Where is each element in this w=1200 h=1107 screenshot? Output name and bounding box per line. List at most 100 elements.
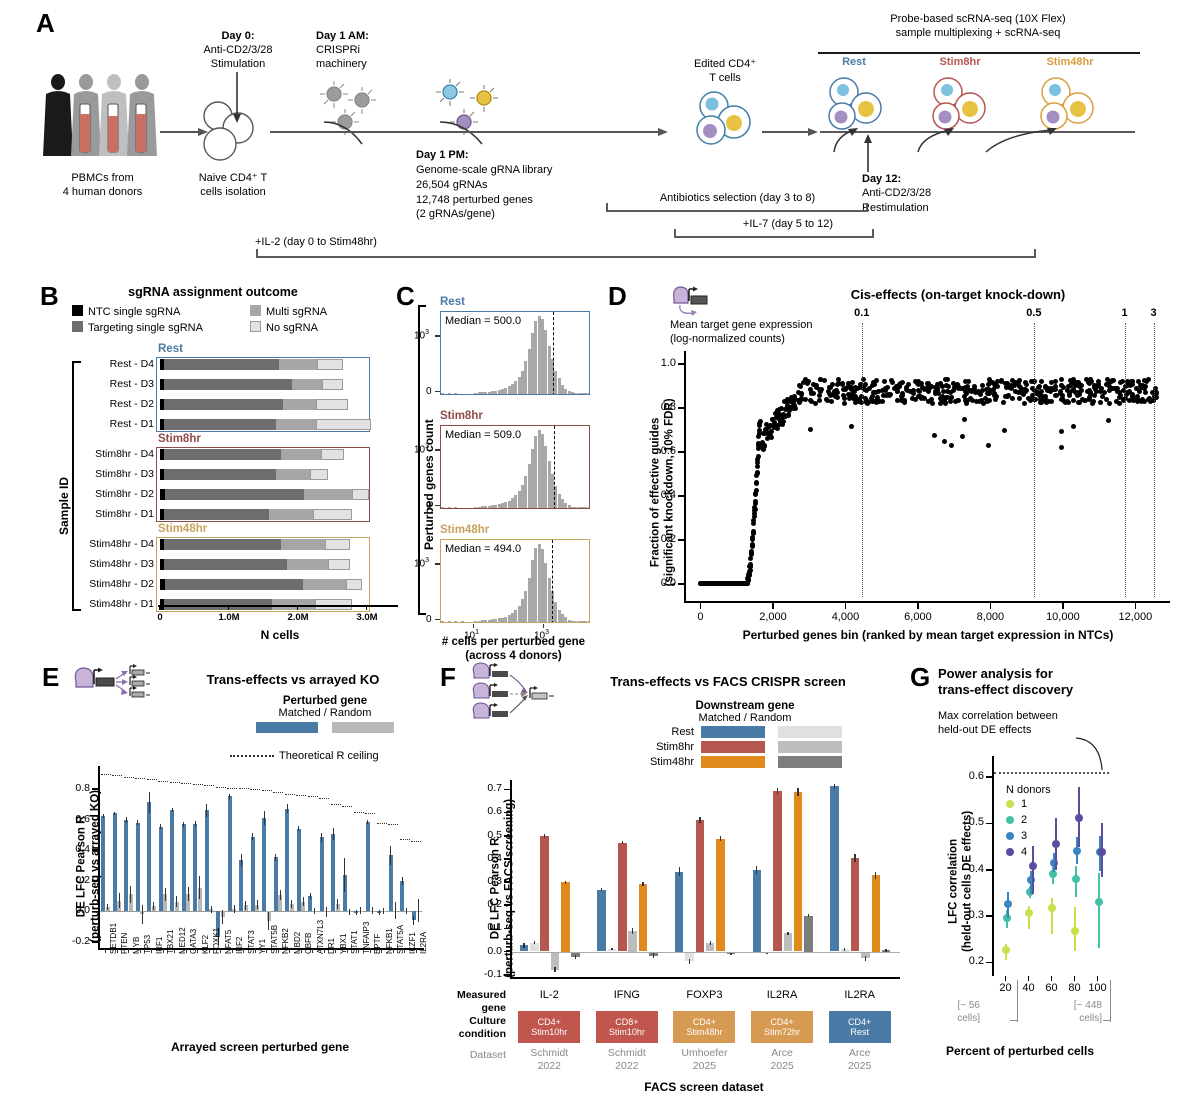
bar-segment-multi bbox=[291, 379, 323, 390]
data-point bbox=[817, 377, 823, 383]
median-line bbox=[553, 426, 555, 508]
hist-bar bbox=[447, 392, 451, 394]
data-point bbox=[768, 435, 774, 441]
data-point bbox=[839, 382, 845, 388]
data-point bbox=[1099, 386, 1105, 392]
data-point bbox=[1010, 395, 1016, 401]
error-bar bbox=[709, 941, 711, 945]
error-bar bbox=[1027, 905, 1030, 929]
data-point bbox=[963, 379, 969, 385]
hist-bar bbox=[487, 505, 491, 508]
data-point bbox=[762, 426, 768, 432]
data-point bbox=[987, 377, 993, 383]
data-point bbox=[1058, 383, 1064, 389]
panel-c-spine bbox=[418, 305, 420, 615]
gene-tick bbox=[277, 949, 279, 953]
bar-segment-targeting bbox=[164, 469, 276, 480]
legend-swatch-random bbox=[778, 756, 842, 768]
panel-b-letter: B bbox=[40, 281, 59, 311]
measured-gene-cell: FOXP3 bbox=[686, 989, 723, 1001]
data-point bbox=[967, 387, 973, 393]
data-point bbox=[1019, 388, 1025, 394]
hist-bar bbox=[504, 502, 508, 508]
ytick-label: 0.4 bbox=[487, 851, 502, 864]
bar-random bbox=[163, 894, 168, 912]
data-point bbox=[916, 388, 922, 394]
data-point bbox=[898, 380, 904, 386]
data-point bbox=[1012, 388, 1018, 394]
legend-label: 2 bbox=[1021, 814, 1028, 826]
bar-Stim8hr-random bbox=[628, 930, 637, 952]
data-point bbox=[872, 398, 878, 404]
data-point bbox=[1094, 389, 1100, 395]
data-point bbox=[1103, 382, 1109, 388]
il7-tick-left bbox=[674, 229, 676, 237]
ceiling-segment bbox=[192, 784, 203, 786]
data-point bbox=[959, 433, 965, 439]
panel-d-plot-area: 0.1 0.5 1 3 bbox=[686, 307, 1168, 597]
gene-tick bbox=[335, 949, 337, 953]
ytick-label: 0.6 bbox=[968, 769, 984, 782]
ceiling-segment bbox=[181, 783, 192, 785]
gene-tick bbox=[266, 949, 268, 953]
bar-matched bbox=[193, 823, 198, 912]
ceiling-segment bbox=[146, 779, 157, 781]
data-point bbox=[999, 378, 1005, 384]
hist-bar bbox=[544, 445, 548, 508]
data-point bbox=[1038, 378, 1044, 384]
dataset-cell: Arce 2025 bbox=[847, 1047, 872, 1072]
bar-segment-none bbox=[315, 399, 349, 410]
error-bar bbox=[164, 887, 166, 902]
row-label-dataset: Dataset bbox=[469, 1049, 506, 1061]
data-point bbox=[782, 414, 788, 420]
gene-tick bbox=[369, 949, 371, 953]
gene-tick bbox=[358, 949, 360, 953]
bar-Stim48hr-random bbox=[804, 915, 813, 952]
pbmc-label: PBMCs from 4 human donors bbox=[62, 172, 143, 198]
data-point bbox=[983, 386, 989, 392]
data-point bbox=[846, 395, 852, 401]
group-title-rest: Rest bbox=[158, 343, 183, 355]
data-point bbox=[747, 570, 753, 576]
group-title-stim48hr: Stim48hr bbox=[158, 523, 208, 535]
hist-bar bbox=[477, 392, 481, 394]
data-point bbox=[784, 402, 790, 408]
sample-label: Stim48hr - D3 bbox=[89, 558, 154, 570]
sample-label: Stim48hr - D4 bbox=[89, 538, 154, 550]
data-point bbox=[1143, 389, 1149, 395]
data-point bbox=[937, 400, 943, 406]
data-point bbox=[1024, 908, 1033, 917]
bracket-left bbox=[1016, 980, 1018, 1022]
data-point bbox=[853, 400, 859, 406]
bar-segment-targeting bbox=[164, 599, 272, 610]
data-point bbox=[972, 383, 978, 389]
error-bar bbox=[114, 811, 116, 816]
hist-bar bbox=[574, 620, 578, 622]
data-point bbox=[789, 398, 795, 404]
data-point bbox=[850, 392, 856, 397]
bar-matched bbox=[319, 837, 324, 912]
bar-matched bbox=[158, 826, 163, 912]
bar-segment-ntc bbox=[160, 599, 165, 610]
error-bar bbox=[206, 803, 208, 817]
xtick-mark bbox=[1004, 976, 1007, 981]
xtick-label: 60 bbox=[1045, 982, 1058, 994]
xtick-mark bbox=[543, 624, 544, 628]
row-label-culture: Culture condition bbox=[458, 1015, 506, 1040]
data-point bbox=[1088, 391, 1094, 397]
data-point bbox=[1091, 392, 1097, 398]
data-point bbox=[1037, 397, 1043, 403]
data-point bbox=[971, 386, 977, 392]
error-bar bbox=[776, 787, 779, 795]
ytick-label: 0.0 bbox=[660, 576, 676, 589]
panel-f-legend: Downstream gene Matched / Random Rest Sti… bbox=[620, 700, 870, 771]
data-point bbox=[779, 414, 785, 420]
data-point bbox=[1109, 379, 1115, 384]
data-point bbox=[842, 400, 848, 406]
bracket-right-foot bbox=[1102, 1020, 1111, 1022]
arrow-1-icon bbox=[160, 128, 208, 136]
ytick-mark bbox=[678, 363, 684, 366]
xtick-mark bbox=[699, 603, 702, 609]
ytick-mark bbox=[986, 776, 992, 778]
ytick-mark bbox=[92, 788, 98, 790]
